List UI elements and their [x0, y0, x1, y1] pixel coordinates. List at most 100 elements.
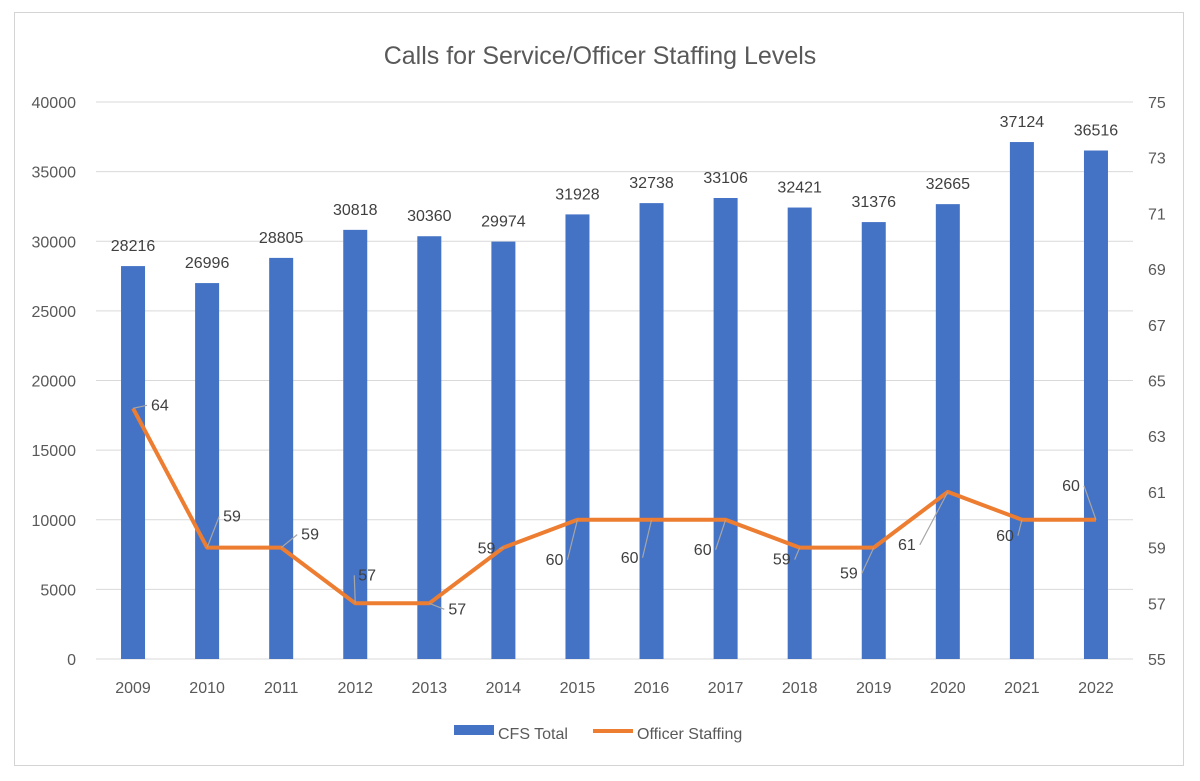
legend-label-cfs-total: CFS Total [498, 726, 568, 743]
line-series [131, 407, 1096, 606]
line-data-label: 60 [996, 528, 1014, 545]
x-tick-label: 2019 [856, 680, 892, 697]
line-data-labels: 64 59 59 57 57 59 60 60 60 59 59 61 60 60 [132, 397, 1097, 618]
right-tick-label: 67 [1148, 318, 1166, 335]
right-tick-label: 55 [1148, 652, 1166, 669]
legend-label-officer-staffing: Officer Staffing [637, 726, 742, 743]
leader-line [132, 404, 148, 409]
leader-line [861, 547, 875, 574]
bar [195, 283, 220, 659]
bar-data-label: 30818 [333, 202, 378, 219]
x-tick-label: 2018 [782, 680, 818, 697]
x-tick-label: 2015 [560, 680, 596, 697]
leader-line [353, 575, 356, 604]
bar-data-label: 26996 [185, 255, 230, 272]
x-tick-label: 2014 [486, 680, 522, 697]
right-tick-label: 61 [1148, 485, 1166, 502]
leader-line [1083, 485, 1097, 520]
bar [565, 214, 590, 660]
x-tick-label: 2017 [708, 680, 744, 697]
line-data-label: 59 [301, 527, 319, 544]
leader-line [499, 547, 504, 550]
bar [787, 207, 812, 659]
line-data-label: 64 [151, 397, 169, 414]
leader-line [206, 516, 220, 548]
line-data-label: 59 [223, 509, 241, 526]
line-data-label: 59 [773, 552, 791, 569]
bar-data-label: 36516 [1074, 123, 1119, 140]
x-axis: 2009 2010 2011 2012 2013 2014 2015 2016 2017 2018… [115, 680, 1114, 697]
legend-swatch-cfs-total [454, 725, 494, 735]
right-tick-label: 73 [1148, 151, 1166, 168]
bar-series [121, 142, 1108, 660]
x-tick-label: 2020 [930, 680, 966, 697]
left-tick-label: 10000 [32, 513, 77, 530]
left-tick-label: 35000 [32, 165, 77, 182]
bar-data-label: 29974 [481, 214, 526, 231]
line-data-label: 60 [546, 552, 564, 569]
bar-data-label: 28216 [111, 238, 156, 255]
right-tick-label: 75 [1148, 95, 1166, 112]
x-tick-label: 2012 [337, 680, 373, 697]
bar [639, 203, 664, 659]
bar-data-label: 32421 [777, 180, 822, 197]
line-data-label: 57 [448, 601, 466, 618]
leader-line [715, 519, 727, 550]
left-tick-label: 15000 [32, 443, 77, 460]
leader-line [794, 547, 801, 560]
bar [269, 257, 294, 659]
line-data-label: 60 [621, 550, 639, 567]
bar-data-label: 32665 [926, 176, 971, 193]
left-tick-label: 5000 [40, 582, 76, 599]
bar [417, 236, 442, 659]
bar [861, 222, 886, 659]
leader-line [280, 534, 298, 549]
left-tick-label: 25000 [32, 304, 77, 321]
bar [491, 241, 516, 659]
right-tick-label: 59 [1148, 541, 1166, 558]
right-tick-label: 71 [1148, 206, 1166, 223]
line-data-label: 61 [898, 537, 916, 554]
bar-data-label: 32738 [629, 175, 674, 192]
bar [121, 266, 146, 659]
legend: CFS Total Officer Staffing [454, 725, 742, 743]
x-tick-label: 2009 [115, 680, 151, 697]
leader-line [919, 491, 949, 546]
bar-data-label: 33106 [703, 170, 748, 187]
right-tick-label: 69 [1148, 262, 1166, 279]
left-tick-label: 20000 [32, 374, 77, 391]
bar [1083, 150, 1108, 659]
x-tick-label: 2011 [264, 680, 299, 697]
leader-line [641, 519, 653, 558]
left-tick-label: 0 [67, 652, 76, 669]
right-tick-label: 63 [1148, 429, 1166, 446]
right-tick-label: 57 [1148, 596, 1166, 613]
bar-data-labels: 28216 26996 28805 30818 30360 29974 31928 32738… [111, 114, 1119, 272]
bar [713, 197, 738, 659]
chart-title: Calls for Service/Officer Staffing Level… [384, 42, 817, 70]
x-tick-label: 2010 [189, 680, 225, 697]
x-tick-label: 2022 [1078, 680, 1114, 697]
left-tick-label: 40000 [32, 95, 77, 112]
bar-data-label: 31928 [555, 186, 600, 203]
left-tick-label: 30000 [32, 234, 77, 251]
leader-line [566, 519, 579, 560]
line-data-label: 60 [1062, 478, 1080, 495]
bar-data-label: 31376 [852, 194, 897, 211]
bar [935, 204, 960, 659]
line-data-label: 57 [358, 567, 376, 584]
line-data-label: 60 [694, 542, 712, 559]
right-axis: 55 57 59 61 63 65 67 69 71 73 75 [1148, 95, 1166, 669]
leader-line [429, 602, 445, 610]
bar [1009, 142, 1034, 660]
gridlines [96, 101, 1133, 660]
bar-data-label: 37124 [1000, 114, 1045, 131]
left-axis: 0 5000 10000 15000 20000 25000 30000 35000 40000 [32, 95, 77, 669]
x-tick-label: 2021 [1004, 680, 1040, 697]
staffing-line [131, 407, 1096, 606]
line-data-label: 59 [840, 566, 858, 583]
bar-data-label: 30360 [407, 208, 452, 225]
x-tick-label: 2013 [412, 680, 448, 697]
line-data-label: 59 [478, 541, 496, 558]
